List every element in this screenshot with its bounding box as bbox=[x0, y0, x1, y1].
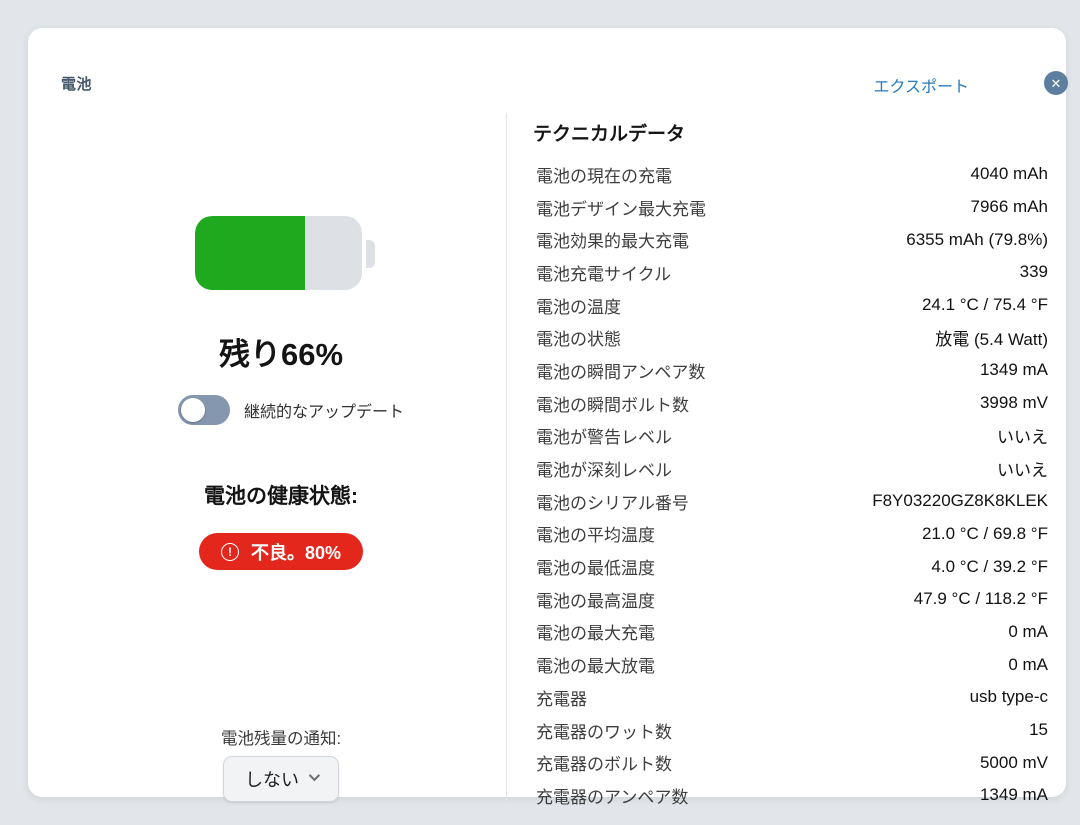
row-label: 充電器のワット数 bbox=[536, 722, 672, 742]
row-value: 4.0 °C / 39.2 °F bbox=[931, 556, 1048, 576]
row-value: 24.1 °C / 75.4 °F bbox=[921, 295, 1048, 315]
table-row: 電池のシリアル番号 F8Y03220GZ8K8KLEK bbox=[536, 485, 1048, 518]
row-value: 15 bbox=[1029, 720, 1048, 740]
page-title: 電池 bbox=[61, 76, 93, 93]
table-row: 電池の最高温度 47.9 °C / 118.2 °F bbox=[536, 583, 1048, 616]
row-label: 電池効果的最大充電 bbox=[536, 232, 689, 252]
row-label: 電池の状態 bbox=[536, 330, 621, 350]
toggle-knob bbox=[181, 398, 205, 422]
row-value: 21.0 °C / 69.8 °F bbox=[921, 523, 1048, 543]
continuous-update-label: 継続的なアップデート bbox=[244, 404, 405, 421]
row-label: 電池のシリアル番号 bbox=[536, 493, 689, 513]
close-button[interactable]: ✕ bbox=[1044, 71, 1068, 95]
technical-data-heading: テクニカルデータ bbox=[533, 124, 686, 145]
battery-icon bbox=[195, 216, 362, 290]
row-value: 0 mA bbox=[1008, 621, 1048, 641]
table-row: 電池が警告レベル いいえ bbox=[536, 420, 1048, 453]
row-label: 充電器のアンペア数 bbox=[536, 787, 689, 807]
close-icon: ✕ bbox=[1050, 75, 1062, 91]
table-row: 電池の最大充電 0 mA bbox=[536, 616, 1048, 649]
table-row: 電池の瞬間アンペア数 1349 mA bbox=[536, 354, 1048, 387]
row-value: 4040 mAh bbox=[970, 164, 1049, 184]
battery-remaining-label: 残り66% bbox=[218, 337, 344, 372]
table-row: 電池の状態 放電 (5.4 Watt) bbox=[536, 321, 1048, 354]
row-label: 電池の最大充電 bbox=[536, 624, 655, 644]
row-label: 電池の現在の充電 bbox=[536, 166, 672, 186]
table-row: 充電器 usb type-c bbox=[536, 681, 1048, 714]
table-row: 電池の現在の充電 4040 mAh bbox=[536, 158, 1048, 191]
table-row: 電池の瞬間ボルト数 3998 mV bbox=[536, 387, 1048, 420]
notification-dropdown[interactable]: しない bbox=[223, 756, 339, 802]
row-label: 電池が警告レベル bbox=[536, 428, 672, 448]
health-badge-container: ! 不良。80% bbox=[56, 533, 506, 570]
row-label: 充電器のボルト数 bbox=[536, 755, 672, 775]
continuous-update-row: 継続的なアップデート bbox=[178, 395, 404, 425]
row-value: 1349 mA bbox=[979, 785, 1048, 805]
battery-health-heading: 電池の健康状態: bbox=[204, 485, 358, 508]
table-row: 電池効果的最大充電 6355 mAh (79.8%) bbox=[536, 223, 1048, 256]
row-value: F8Y03220GZ8K8KLEK bbox=[872, 491, 1048, 511]
table-row: 電池の最低温度 4.0 °C / 39.2 °F bbox=[536, 550, 1048, 583]
row-value: usb type-c bbox=[969, 687, 1048, 707]
table-row: 充電器のワット数 15 bbox=[536, 714, 1048, 747]
row-label: 電池デザイン最大充電 bbox=[536, 199, 706, 219]
row-label: 充電器 bbox=[536, 689, 587, 709]
row-label: 電池の最高温度 bbox=[536, 591, 655, 611]
table-row: 電池の最大放電 0 mA bbox=[536, 648, 1048, 681]
battery-fill-level bbox=[195, 216, 306, 290]
row-label: 電池の最大放電 bbox=[536, 657, 655, 677]
row-label: 電池の温度 bbox=[536, 297, 621, 317]
table-row: 電池の温度 24.1 °C / 75.4 °F bbox=[536, 289, 1048, 322]
row-value: 6355 mAh (79.8%) bbox=[906, 229, 1048, 249]
battery-summary-panel: 残り66% 継続的なアップデート 電池の健康状態: ! 不良。80% 電池残量の… bbox=[56, 56, 506, 825]
row-value: 放電 (5.4 Watt) bbox=[935, 330, 1048, 350]
alert-circle-icon: ! bbox=[220, 542, 239, 561]
row-value: いいえ bbox=[997, 428, 1048, 448]
row-label: 電池の瞬間ボルト数 bbox=[536, 395, 689, 415]
table-row: 充電器のボルト数 5000 mV bbox=[536, 746, 1048, 779]
battery-notification-label: 電池残量の通知: bbox=[220, 730, 342, 748]
table-row: 電池充電サイクル 339 bbox=[536, 256, 1048, 289]
row-value: 1349 mA bbox=[979, 360, 1048, 380]
row-label: 電池充電サイクル bbox=[536, 264, 672, 284]
row-value: 3998 mV bbox=[979, 393, 1048, 413]
battery-icon-terminal bbox=[366, 240, 375, 268]
table-row: 電池が深刻レベル いいえ bbox=[536, 452, 1048, 485]
chevron-down-icon bbox=[308, 769, 321, 782]
row-label: 電池の瞬間アンペア数 bbox=[536, 362, 706, 382]
continuous-update-toggle[interactable] bbox=[178, 395, 230, 425]
technical-rows: 電池の現在の充電 4040 mAh 電池デザイン最大充電 7966 mAh 電池… bbox=[536, 158, 1048, 812]
row-value: 5000 mV bbox=[979, 752, 1048, 772]
notification-dropdown-container: しない bbox=[56, 756, 506, 802]
row-value: 7966 mAh bbox=[970, 197, 1049, 217]
row-value: 0 mA bbox=[1008, 654, 1048, 674]
battery-panel-card: 電池 エクスポート ✕ 残り66% 継続的なアップデート 電池の健康状態: ! … bbox=[28, 28, 1068, 807]
notification-dropdown-value: しない bbox=[245, 770, 299, 790]
row-label: 電池が深刻レベル bbox=[536, 461, 672, 481]
table-row: 充電器のアンペア数 1349 mA bbox=[536, 779, 1048, 812]
row-label: 電池の平均温度 bbox=[536, 526, 655, 546]
export-button[interactable]: エクスポート bbox=[873, 79, 969, 96]
row-value: 339 bbox=[1019, 262, 1048, 282]
row-value: 47.9 °C / 118.2 °F bbox=[913, 589, 1048, 609]
health-badge-label: 不良。80% bbox=[250, 542, 342, 563]
table-row: 電池の平均温度 21.0 °C / 69.8 °F bbox=[536, 518, 1048, 551]
row-label: 電池の最低温度 bbox=[536, 559, 655, 579]
table-row: 電池デザイン最大充電 7966 mAh bbox=[536, 191, 1048, 224]
row-value: いいえ bbox=[997, 461, 1048, 481]
vertical-divider bbox=[506, 113, 507, 803]
health-badge: ! 不良。80% bbox=[198, 533, 364, 570]
